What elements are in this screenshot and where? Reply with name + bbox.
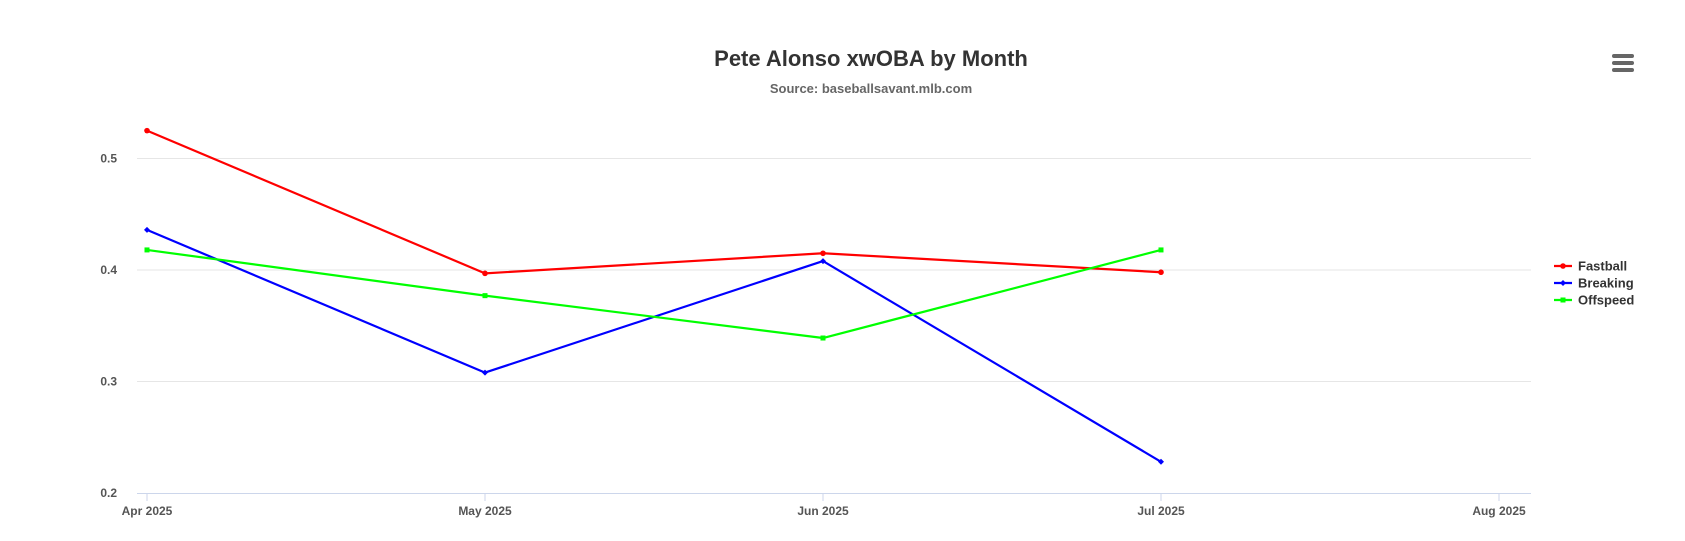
legend-label: Offspeed <box>1578 293 1634 308</box>
grid-lines <box>137 158 1531 382</box>
x-tick-label: Apr 2025 <box>122 504 173 518</box>
legend-item-fastball[interactable]: Fastball <box>1554 259 1627 274</box>
y-tick-label: 0.4 <box>100 263 117 277</box>
data-point-fastball[interactable] <box>144 127 150 134</box>
data-point-fastball[interactable] <box>820 250 826 257</box>
x-tick-label: May 2025 <box>458 504 512 518</box>
chart-title: Pete Alonso xwOBA by Month <box>714 46 1028 71</box>
data-point-offspeed[interactable] <box>144 247 150 253</box>
menu-bar <box>1612 68 1634 72</box>
data-point-breaking[interactable] <box>1158 458 1164 465</box>
x-tick-label: Aug 2025 <box>1472 504 1526 518</box>
legend-label: Fastball <box>1578 259 1627 274</box>
data-point-fastball[interactable] <box>1158 269 1164 276</box>
x-tick-label: Jul 2025 <box>1137 504 1185 518</box>
data-point-breaking[interactable] <box>482 369 488 376</box>
y-tick-label: 0.2 <box>100 486 117 500</box>
data-point-offspeed[interactable] <box>820 335 826 341</box>
chart-subtitle: Source: baseballsavant.mlb.com <box>770 81 972 96</box>
x-axis <box>137 493 1531 501</box>
data-point-offspeed[interactable] <box>1158 247 1164 253</box>
data-point-offspeed[interactable] <box>482 293 488 299</box>
menu-bar <box>1612 54 1634 58</box>
x-tick-label: Jun 2025 <box>797 504 849 518</box>
y-axis-labels: 0.2 0.3 0.4 0.5 <box>100 152 117 501</box>
series-offspeed <box>144 247 1164 341</box>
legend-swatch-marker[interactable] <box>1560 280 1566 286</box>
y-tick-label: 0.5 <box>100 152 117 166</box>
series-lines <box>144 127 1164 465</box>
hamburger-menu-icon[interactable] <box>1612 52 1636 74</box>
legend-label: Breaking <box>1578 276 1634 291</box>
data-point-breaking[interactable] <box>820 258 826 265</box>
legend-item-offspeed[interactable]: Offspeed <box>1554 293 1634 308</box>
legend-swatch-marker[interactable] <box>1560 263 1566 269</box>
legend-item-breaking[interactable]: Breaking <box>1554 276 1634 291</box>
x-axis-labels: Apr 2025 May 2025 Jun 2025 Jul 2025 Aug 2025 <box>122 504 1526 518</box>
legend-swatch-marker[interactable] <box>1560 297 1566 303</box>
series-line-fastball[interactable] <box>145 129 1163 275</box>
data-point-fastball[interactable] <box>482 270 488 277</box>
series-fastball <box>144 127 1164 277</box>
series-line-offspeed[interactable] <box>145 248 1163 340</box>
legend: Fastball Breaking Offspeed <box>1554 259 1634 308</box>
menu-bar <box>1612 61 1634 65</box>
data-point-breaking[interactable] <box>144 226 150 233</box>
y-tick-label: 0.3 <box>100 375 117 389</box>
